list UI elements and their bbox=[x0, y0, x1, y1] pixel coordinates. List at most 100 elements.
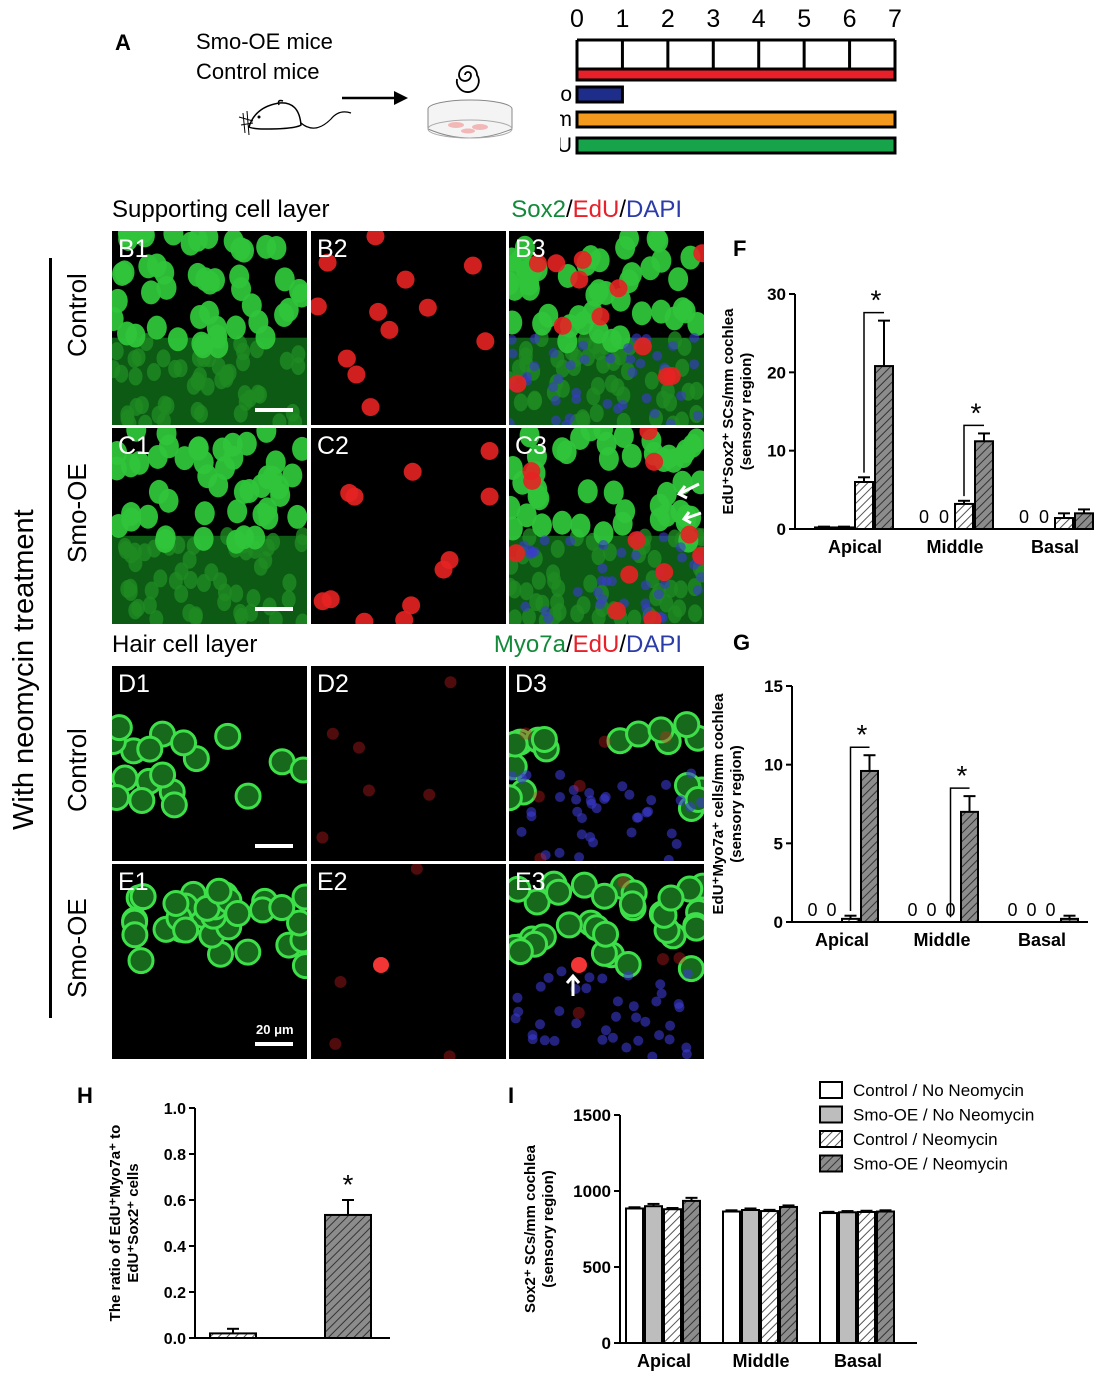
y-tick-label: 30 bbox=[767, 285, 786, 304]
legend-label: Smo-OE / No Neomycin bbox=[853, 1106, 1034, 1125]
chart-g: 0 5 10 15 EdU⁺Myo7a⁺ cells/mm cochlea(sensor… bbox=[710, 677, 1088, 950]
scale-bar bbox=[255, 408, 293, 412]
timeline-bar bbox=[575, 136, 897, 155]
bar bbox=[663, 1208, 682, 1344]
timeline-bar bbox=[575, 67, 897, 82]
stain-part: Sox2 bbox=[511, 196, 566, 223]
zero-label: 0 bbox=[826, 900, 836, 920]
micrograph-image: D3 bbox=[509, 666, 704, 861]
scale-bar-label: 20 μm bbox=[256, 1022, 294, 1037]
x-tick-label: Apical bbox=[815, 930, 869, 950]
micrograph-tag: C3 bbox=[515, 432, 547, 460]
bar bbox=[722, 1210, 741, 1344]
legend-swatch bbox=[819, 1154, 843, 1173]
micrograph-cells bbox=[316, 676, 457, 844]
cochlea-icon bbox=[455, 65, 480, 93]
timeline-svg: 0 1 2 3 4 5 6 7 Neo Tm EdU bbox=[531, 5, 902, 157]
bar bbox=[779, 1205, 798, 1344]
chart-f: 0 10 20 30 EdU⁺Sox2⁺ SCs/mm cochlea(sensory … bbox=[720, 285, 1094, 557]
y-tick-label: 0.4 bbox=[164, 1239, 186, 1256]
significance-mark: * bbox=[957, 760, 968, 791]
panel-letter-f: F bbox=[733, 236, 747, 261]
micrograph-image: D1 bbox=[112, 666, 307, 861]
legend-swatch bbox=[819, 1105, 843, 1124]
x-tick-label: Middle bbox=[927, 537, 984, 557]
y-tick-label: 1500 bbox=[573, 1106, 611, 1125]
y-tick-label: 0 bbox=[777, 520, 786, 539]
x-tick-label: Basal bbox=[834, 1351, 882, 1371]
timeline-bar-label: Neo bbox=[560, 83, 572, 106]
panel-letter-a: A bbox=[115, 30, 131, 55]
y-axis-label: Sox2⁺ SCs/mm cochlea(sensory region) bbox=[522, 1144, 557, 1313]
bar bbox=[644, 1205, 663, 1344]
scale-bar bbox=[255, 844, 293, 848]
bar bbox=[841, 917, 860, 923]
zero-label: 0 bbox=[926, 900, 936, 920]
bar bbox=[854, 481, 874, 530]
y-tick-label: 5 bbox=[774, 834, 783, 853]
timeline-bar-label: Tm bbox=[560, 108, 572, 131]
timeline-bar bbox=[575, 110, 897, 129]
y-tick-label: 0.6 bbox=[164, 1193, 186, 1210]
micrograph-cells bbox=[313, 441, 499, 624]
micrograph-tag: E1 bbox=[118, 868, 149, 896]
bar bbox=[876, 1210, 895, 1344]
bar bbox=[1054, 517, 1074, 531]
micrograph-image: E1 20 μm bbox=[112, 864, 307, 1059]
timeline: 0 1 2 3 4 5 6 7 Neo Tm EdU bbox=[531, 0, 920, 160]
significance-mark: * bbox=[871, 285, 882, 316]
stain-part: / bbox=[565, 196, 573, 223]
micrograph-tag: E3 bbox=[515, 868, 546, 896]
micrograph-image: B3 bbox=[509, 231, 704, 425]
y-tick-label: 0.2 bbox=[164, 1285, 186, 1302]
micrograph-tag: B1 bbox=[118, 235, 149, 263]
zero-label: 0 bbox=[939, 507, 949, 527]
bar bbox=[960, 810, 979, 923]
micrograph-image: C3 bbox=[509, 428, 704, 624]
row-label-d: Control bbox=[62, 728, 92, 812]
timeline-tick-label: 3 bbox=[706, 5, 720, 33]
legend-label: Smo-OE / Neomycin bbox=[853, 1155, 1008, 1174]
micrograph-tag: C1 bbox=[118, 432, 150, 460]
arrow-icon bbox=[565, 973, 581, 996]
bar bbox=[682, 1199, 701, 1344]
micrograph-cells bbox=[509, 870, 704, 1059]
bar bbox=[974, 440, 994, 530]
micrograph-tag: D2 bbox=[317, 670, 349, 698]
stain-part: DAPI bbox=[625, 631, 682, 658]
bar bbox=[838, 1211, 857, 1344]
legend-swatch bbox=[819, 1130, 843, 1148]
micrograph-tag: D1 bbox=[118, 670, 150, 698]
micrograph-tag: D3 bbox=[515, 670, 547, 698]
timeline-tick-label: 5 bbox=[797, 5, 811, 33]
bar bbox=[741, 1209, 760, 1344]
significance-mark: * bbox=[343, 1169, 354, 1200]
y-tick-label: 0 bbox=[774, 913, 783, 932]
stain-part: EdU bbox=[572, 631, 620, 658]
scale-bar bbox=[255, 1042, 293, 1046]
arrow-icon bbox=[342, 91, 408, 105]
timeline-bar-label: EdU bbox=[560, 134, 572, 157]
x-tick-label: Apical bbox=[828, 537, 882, 557]
y-tick-label: 20 bbox=[767, 363, 786, 382]
bar bbox=[1074, 512, 1094, 530]
bar bbox=[760, 1210, 779, 1344]
micrograph-tag: B2 bbox=[317, 235, 348, 263]
significance-bracket bbox=[963, 424, 984, 497]
stain-part: / bbox=[619, 631, 626, 658]
micrograph-image: C1 bbox=[112, 428, 307, 624]
x-tick-label: Middle bbox=[733, 1351, 790, 1371]
mouse-icon bbox=[238, 99, 352, 136]
scale-bar bbox=[255, 607, 293, 611]
significance-mark: * bbox=[857, 719, 868, 750]
y-axis-label: EdU⁺Myo7a⁺ cells/mm cochlea(sensory regi… bbox=[710, 693, 745, 915]
significance-bracket bbox=[863, 311, 884, 473]
row-label-b: Control bbox=[62, 273, 92, 357]
significance-bracket bbox=[949, 787, 970, 918]
bar bbox=[834, 526, 854, 530]
panel-letter-h: H bbox=[77, 1083, 93, 1108]
micrograph-cells bbox=[509, 231, 704, 425]
bar bbox=[860, 769, 879, 923]
panel-letter-g: G bbox=[733, 630, 751, 655]
panel-letter-i: I bbox=[508, 1083, 515, 1108]
